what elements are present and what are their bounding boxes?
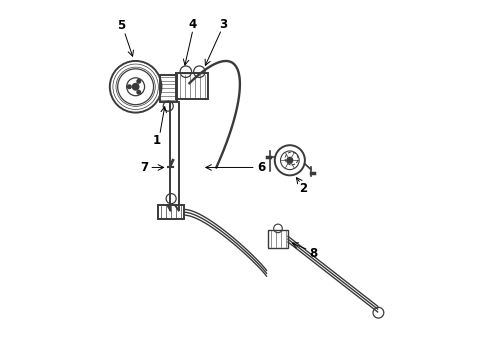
Text: 3: 3	[220, 18, 227, 31]
Bar	[176, 73, 208, 99]
Text: 5: 5	[117, 19, 125, 32]
Text: 7: 7	[140, 161, 148, 174]
Text: 1: 1	[153, 134, 161, 147]
Bar	[158, 205, 184, 220]
Circle shape	[127, 85, 131, 89]
Circle shape	[137, 90, 141, 94]
Circle shape	[132, 84, 139, 90]
Text: 2: 2	[299, 183, 307, 195]
Circle shape	[137, 80, 141, 83]
Text: 8: 8	[309, 247, 317, 260]
Text: 4: 4	[189, 18, 197, 31]
Circle shape	[287, 157, 293, 163]
Bar	[160, 75, 177, 102]
Bar	[269, 230, 288, 248]
Text: 6: 6	[257, 161, 265, 174]
